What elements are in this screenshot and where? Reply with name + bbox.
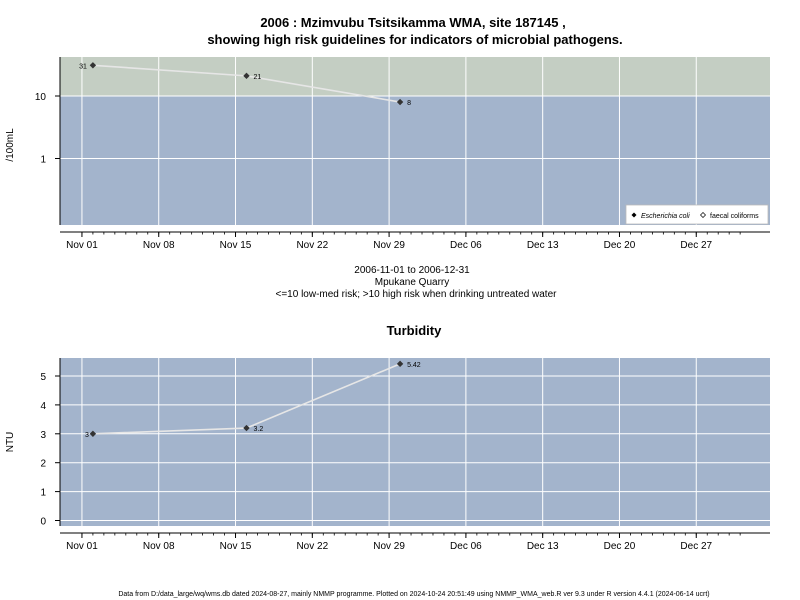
x-tick-label: Dec 13 (527, 541, 559, 552)
high-risk-band (60, 57, 770, 96)
caption-risk-note: <=10 low-med risk; >10 high risk when dr… (276, 289, 558, 300)
legend-label-faecal-coliforms: faecal coliforms (710, 213, 759, 220)
legend: Escherichia coli faecal coliforms (625, 204, 769, 225)
y-tick-label: 2 (40, 459, 46, 470)
turbidity-value-label: 3.2 (253, 426, 263, 433)
legend-marker-open (700, 212, 706, 218)
legend-label-ecoli: Escherichia coli (641, 213, 690, 220)
y-tick-label: 5 (40, 372, 46, 383)
ecoli-value-label: 21 (253, 74, 261, 81)
x-tick-label: Dec 27 (680, 541, 712, 552)
x-tick-label: Nov 22 (296, 240, 328, 251)
caption-site-name: Mpukane Quarry (375, 277, 449, 288)
x-tick-label: Nov 08 (143, 240, 175, 251)
x-tick-label: Nov 15 (220, 541, 252, 552)
y-tick-label: 1 (40, 155, 46, 166)
turbidity-value-label: 5.42 (407, 362, 421, 369)
caption-date-range: 2006-11-01 to 2006-12-31 (354, 265, 470, 276)
turbidity-chart: 0 1 2 3 4 5 Nov 01 Nov 08 Nov 15 Nov 22 Nov 29 Dec … (40, 358, 770, 552)
turbidity-point (396, 360, 404, 368)
ecoli-point (396, 98, 404, 106)
x-tick-label: Nov 01 (66, 541, 98, 552)
y-tick-label: 0 (40, 517, 46, 528)
y-tick-label: 1 (40, 488, 46, 499)
turbidity-point (243, 424, 250, 432)
x-tick-label: Dec 06 (450, 541, 482, 552)
ecoli-value-label: 8 (407, 100, 411, 107)
turbidity-value-label: 3 (85, 432, 89, 439)
x-tick-label: Dec 27 (680, 240, 712, 251)
x-tick-label: Dec 13 (527, 240, 559, 251)
y-tick-label: 3 (40, 430, 46, 441)
x-tick-label: Dec 20 (604, 240, 636, 251)
x-tick-label: Dec 20 (604, 541, 636, 552)
ecoli-value-label: 31 (79, 63, 87, 70)
x-tick-label: Nov 01 (66, 240, 98, 251)
y-axis-label-microbial: /100mL (5, 128, 16, 162)
microbial-chart: 1 10 Nov 01 Nov 08 Nov 15 Nov 22 Nov 29 Dec 06 D… (35, 57, 770, 251)
legend-marker-filled (631, 212, 637, 218)
x-tick-label: Nov 22 (296, 541, 328, 552)
legend-box (625, 204, 769, 225)
main-title-line2: showing high risk guidelines for indicat… (207, 32, 622, 47)
y-axis-label-turbidity: NTU (5, 432, 16, 453)
low-risk-band (60, 96, 770, 225)
y-tick-label: 4 (40, 401, 46, 412)
footer-note: Data from D:/data_large/wq/wms.db dated … (118, 591, 709, 598)
x-tick-label: Nov 15 (220, 240, 252, 251)
x-tick-label: Nov 08 (143, 541, 175, 552)
x-tick-label: Nov 29 (373, 541, 405, 552)
ecoli-point (243, 72, 250, 80)
plot-background (60, 358, 770, 526)
ecoli-point (89, 62, 97, 69)
x-tick-label: Dec 06 (450, 240, 482, 251)
turbidity-title: Turbidity (387, 323, 442, 338)
y-tick-label: 10 (35, 92, 47, 103)
main-title-line1: 2006 : Mzimvubu Tsitsikamma WMA, site 18… (260, 15, 565, 30)
x-tick-label: Nov 29 (373, 240, 405, 251)
turbidity-point (89, 430, 97, 437)
